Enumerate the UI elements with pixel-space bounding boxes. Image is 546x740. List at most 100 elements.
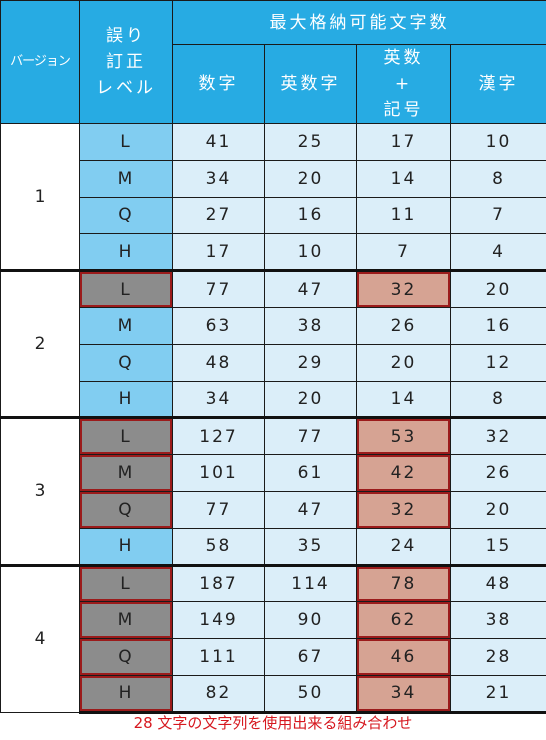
version-cell: 3 xyxy=(0,416,80,566)
version-cell: 4 xyxy=(0,563,80,713)
ecc-level-cell: H xyxy=(79,674,173,714)
kanji-cell: 16 xyxy=(450,306,546,345)
alphanumeric-cell: 29 xyxy=(264,343,357,382)
kanji-cell: 7 xyxy=(450,196,546,235)
qr-capacity-table: バージョン 誤り 訂正 レベル 最大格納可能文字数 数字 英数字 英数 + 記号… xyxy=(0,0,546,714)
kanji-cell: 32 xyxy=(450,416,546,456)
alnum-symbols-cell: 7 xyxy=(356,233,451,273)
header-max-chars: 最大格納可能文字数 xyxy=(172,0,546,45)
alphanumeric-cell: 47 xyxy=(264,269,357,308)
numeric-cell: 127 xyxy=(172,416,265,456)
numeric-cell: 77 xyxy=(172,490,265,529)
alphanumeric-cell: 61 xyxy=(264,454,357,492)
ecc-level-cell: M xyxy=(79,306,173,345)
alnum-symbols-cell: 62 xyxy=(356,601,451,640)
kanji-cell: 48 xyxy=(450,563,546,603)
table-row: M 63 38 26 16 xyxy=(1,306,546,345)
table-row: 2 L 77 47 32 20 xyxy=(0,269,546,419)
version-cell: 2 xyxy=(0,269,80,419)
kanji-cell: 20 xyxy=(450,269,546,308)
table-row: H 58 35 24 15 xyxy=(1,527,546,567)
kanji-cell: 8 xyxy=(450,380,546,420)
numeric-cell: 34 xyxy=(172,159,265,198)
table-header: バージョン 誤り 訂正 レベル 最大格納可能文字数 数字 英数字 英数 + 記号… xyxy=(0,0,546,124)
footnote: 28 文字の文字列を使用出来る組み合わせ xyxy=(133,714,413,732)
alphanumeric-cell: 20 xyxy=(264,159,357,198)
alnum-symbols-cell: 46 xyxy=(356,638,451,676)
alnum-symbols-cell: 42 xyxy=(356,454,451,492)
alnum-symbols-cell: 53 xyxy=(356,416,451,456)
alphanumeric-cell: 50 xyxy=(264,674,357,714)
ecc-level-cell: Q xyxy=(79,196,173,235)
ecc-level-cell: L xyxy=(79,123,173,161)
alphanumeric-cell: 114 xyxy=(264,563,357,603)
kanji-cell: 15 xyxy=(450,527,546,567)
alnum-symbols-cell: 17 xyxy=(356,123,451,161)
numeric-cell: 63 xyxy=(172,306,265,345)
ecc-level-cell: L xyxy=(79,563,173,603)
kanji-cell: 28 xyxy=(450,638,546,676)
kanji-cell: 21 xyxy=(450,674,546,714)
table-row: 3 L 127 77 53 32 xyxy=(0,416,546,566)
table-row: Q 48 29 20 12 xyxy=(1,343,546,382)
numeric-cell: 149 xyxy=(172,601,265,640)
alphanumeric-cell: 38 xyxy=(264,306,357,345)
alphanumeric-cell: 25 xyxy=(264,123,357,161)
ecc-level-cell: Q xyxy=(79,343,173,382)
alnum-symbols-cell: 32 xyxy=(356,490,451,529)
alphanumeric-cell: 35 xyxy=(264,527,357,567)
table-row: Q 77 47 32 20 xyxy=(1,490,546,529)
alnum-symbols-cell: 14 xyxy=(356,159,451,198)
alphanumeric-cell: 20 xyxy=(264,380,357,420)
table-row: 1 L 41 25 17 10 xyxy=(0,122,546,272)
alphanumeric-cell: 10 xyxy=(264,233,357,273)
header-alphanumeric: 英数字 xyxy=(264,44,357,124)
numeric-cell: 82 xyxy=(172,674,265,714)
numeric-cell: 111 xyxy=(172,638,265,676)
kanji-cell: 10 xyxy=(450,123,546,161)
table-row: H 82 50 34 21 xyxy=(1,674,546,714)
alnum-symbols-cell: 11 xyxy=(356,196,451,235)
table-row: H 34 20 14 8 xyxy=(1,380,546,420)
ecc-level-cell: H xyxy=(79,233,173,273)
ecc-level-cell: H xyxy=(79,527,173,567)
header-version: バージョン xyxy=(0,0,80,124)
ecc-level-cell: M xyxy=(79,601,173,640)
alnum-symbols-cell: 32 xyxy=(356,269,451,308)
alnum-symbols-cell: 14 xyxy=(356,380,451,420)
alnum-symbols-cell: 34 xyxy=(356,674,451,714)
alphanumeric-cell: 47 xyxy=(264,490,357,529)
alphanumeric-cell: 16 xyxy=(264,196,357,235)
numeric-cell: 41 xyxy=(172,123,265,161)
numeric-cell: 187 xyxy=(172,563,265,603)
numeric-cell: 101 xyxy=(172,454,265,492)
kanji-cell: 8 xyxy=(450,159,546,198)
version-cell: 1 xyxy=(0,122,80,272)
header-alnum-symbols: 英数 + 記号 xyxy=(356,44,451,124)
kanji-cell: 4 xyxy=(450,233,546,273)
table-row: H 17 10 7 4 xyxy=(1,233,546,273)
header-numeric: 数字 xyxy=(172,44,265,124)
numeric-cell: 48 xyxy=(172,343,265,382)
numeric-cell: 17 xyxy=(172,233,265,273)
alnum-symbols-cell: 26 xyxy=(356,306,451,345)
kanji-cell: 20 xyxy=(450,490,546,529)
numeric-cell: 27 xyxy=(172,196,265,235)
ecc-level-cell: Q xyxy=(79,638,173,676)
table-row: Q 27 16 11 7 xyxy=(1,196,546,235)
numeric-cell: 77 xyxy=(172,269,265,308)
table-row: Q 111 67 46 28 xyxy=(1,638,546,676)
header-ecc-level: 誤り 訂正 レベル xyxy=(79,0,173,124)
table-row: M 101 61 42 26 xyxy=(1,454,546,492)
ecc-level-cell: L xyxy=(79,269,173,308)
table-row: M 149 90 62 38 xyxy=(1,601,546,640)
table-body: 1 L 41 25 17 10 M 34 20 14 8 Q 27 16 11 7 H 17 10 7 4 2 L 77 47 3… xyxy=(0,122,546,714)
alphanumeric-cell: 67 xyxy=(264,638,357,676)
table-row: M 34 20 14 8 xyxy=(1,159,546,198)
table-row: 4 L 187 114 78 48 xyxy=(0,563,546,713)
kanji-cell: 26 xyxy=(450,454,546,492)
alnum-symbols-cell: 20 xyxy=(356,343,451,382)
ecc-level-cell: M xyxy=(79,454,173,492)
numeric-cell: 34 xyxy=(172,380,265,420)
ecc-level-cell: L xyxy=(79,416,173,456)
